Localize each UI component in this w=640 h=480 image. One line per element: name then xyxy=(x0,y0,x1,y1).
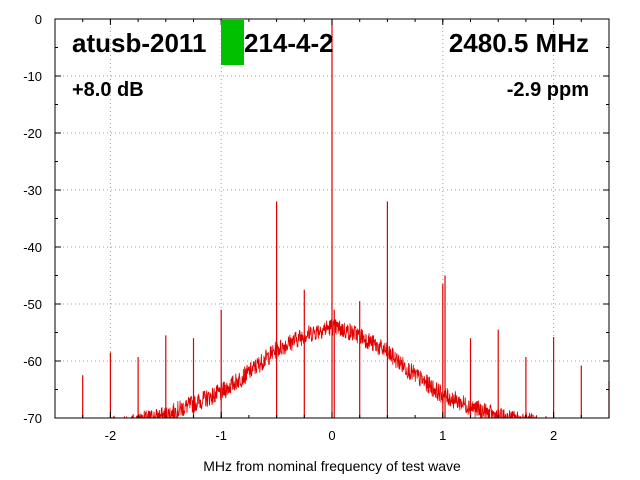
y-tick-label: -20 xyxy=(23,126,42,141)
y-tick-label: -50 xyxy=(23,297,42,312)
gain-label: +8.0 dB xyxy=(72,79,144,101)
y-tick-label: -70 xyxy=(23,411,42,426)
y-tick-label: 0 xyxy=(35,12,42,27)
y-tick-label: -60 xyxy=(23,354,42,369)
x-tick-label: 0 xyxy=(328,428,335,443)
x-tick-label: -2 xyxy=(105,428,117,443)
device-id-prefix: atusb-2011 xyxy=(72,28,206,58)
x-tick-label: -1 xyxy=(215,428,227,443)
y-tick-label: -30 xyxy=(23,183,42,198)
y-tick-label: -10 xyxy=(23,69,42,84)
frequency-label: 2480.5 MHz xyxy=(449,28,589,58)
device-id-suffix: 214-4-2 xyxy=(244,28,334,58)
x-axis-title: MHz from nominal frequency of test wave xyxy=(203,458,461,474)
axis-ticks: -2 -1 0 1 20-10-20-30-40-50-60-70 xyxy=(23,12,610,443)
spur-lines xyxy=(82,19,610,418)
x-tick-label: 1 xyxy=(439,428,446,443)
offset-label: -2.9 ppm xyxy=(507,79,589,101)
x-tick-label: 2 xyxy=(550,428,557,443)
y-tick-label: -40 xyxy=(23,240,42,255)
status-marker xyxy=(221,20,244,65)
